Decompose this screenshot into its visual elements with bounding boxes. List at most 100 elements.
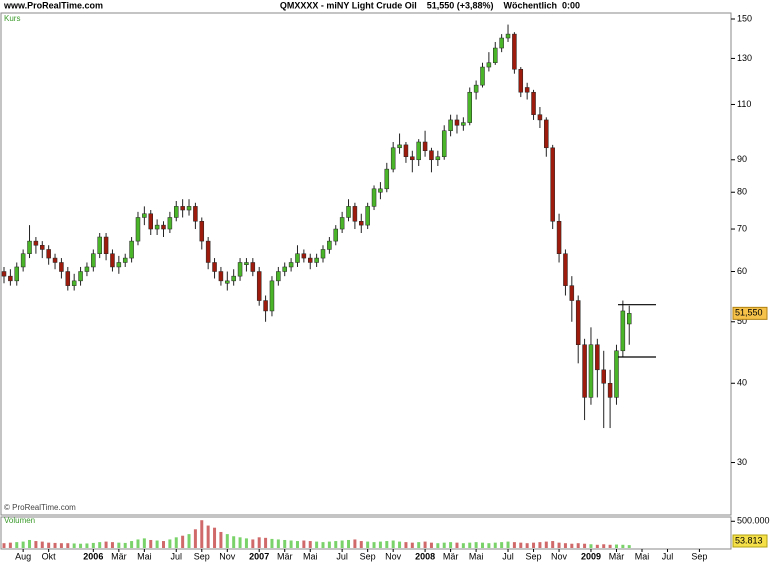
- volume-bar: [525, 543, 529, 548]
- candle-body: [269, 280, 275, 312]
- x-tick-label: Mai: [635, 551, 650, 561]
- x-tick-label: Mär: [277, 551, 293, 561]
- candle-body: [473, 84, 479, 93]
- candle-body: [295, 253, 300, 263]
- x-tick-label: Mär: [111, 551, 127, 561]
- x-tick-label: Sep: [691, 551, 707, 561]
- volume-bar: [232, 536, 236, 548]
- volume-bar: [283, 539, 287, 548]
- candle-body: [129, 240, 134, 259]
- volume-bar: [366, 541, 370, 548]
- volume-bar: [321, 542, 325, 548]
- candle-body: [550, 147, 555, 222]
- candle-body: [250, 262, 256, 272]
- volume-bar: [627, 545, 631, 548]
- volume-bar: [353, 539, 357, 548]
- volume-bar: [219, 531, 223, 548]
- candle-body: [595, 344, 600, 371]
- volume-bar: [200, 520, 204, 548]
- candle-body: [537, 114, 543, 121]
- volume-bar: [576, 543, 580, 548]
- y-tick-label: 60: [737, 266, 747, 276]
- volume-bar: [602, 544, 606, 548]
- volume-bar: [347, 539, 351, 548]
- x-tick-label: 2008: [415, 551, 435, 561]
- x-tick-label: Mai: [303, 551, 318, 561]
- y2-tick-label: 500.000: [737, 516, 770, 526]
- volume-bar: [570, 543, 574, 548]
- candle-body: [524, 87, 530, 93]
- candle-body: [339, 217, 345, 230]
- candle-body: [46, 249, 51, 259]
- candle-body: [352, 206, 358, 222]
- candle-body: [103, 236, 109, 254]
- price-panel: [0, 12, 732, 516]
- candle-body: [116, 262, 122, 268]
- volume-bar: [244, 538, 248, 548]
- x-tick-label: Mai: [469, 551, 484, 561]
- x-tick-label: Jul: [171, 551, 183, 561]
- candle-body: [448, 119, 453, 131]
- candle-body: [531, 91, 536, 115]
- candle-body: [212, 262, 217, 272]
- volume-panel: [0, 516, 732, 550]
- candle-body: [384, 168, 390, 190]
- volume-bar: [117, 542, 121, 548]
- candle-body: [110, 253, 115, 268]
- candle-body: [435, 156, 441, 161]
- candle-body: [33, 240, 39, 246]
- candle-body: [91, 253, 96, 268]
- candle-body: [371, 188, 377, 207]
- candle-body: [8, 275, 13, 282]
- candle-body: [607, 383, 613, 398]
- volume-bar: [21, 541, 25, 548]
- volume-bar: [238, 537, 242, 548]
- candle-body: [346, 206, 351, 218]
- candle-body: [161, 224, 166, 230]
- volume-bar: [404, 542, 408, 548]
- candle-body: [563, 253, 568, 286]
- volume-bar: [155, 540, 159, 548]
- volume-bar: [429, 542, 433, 548]
- x-tick-label: Sep: [526, 551, 542, 561]
- x-tick-label: Jul: [662, 551, 674, 561]
- volume-bar: [276, 539, 280, 548]
- candle-body: [416, 141, 421, 161]
- volume-bar: [563, 543, 567, 548]
- y-tick-label: 70: [737, 223, 747, 233]
- candle-body: [441, 130, 447, 157]
- volume-bar: [359, 541, 363, 548]
- candle-body: [461, 122, 466, 126]
- volume-bar: [181, 535, 185, 548]
- candle-body: [505, 33, 511, 39]
- candle-body: [288, 262, 294, 268]
- volume-bar: [302, 540, 306, 548]
- last-volume-box: [732, 534, 768, 548]
- candle-body: [359, 221, 364, 226]
- candle-body: [307, 257, 313, 263]
- candle-body: [626, 313, 632, 325]
- x-tick-label: Mär: [609, 551, 625, 561]
- candle-body: [575, 300, 581, 345]
- candle-body: [365, 206, 370, 226]
- volume-bar: [519, 542, 523, 548]
- volume-bar: [130, 541, 134, 548]
- volume-bar: [225, 534, 229, 548]
- volume-bar: [136, 539, 140, 548]
- candle-body: [180, 206, 185, 211]
- candle-body: [569, 285, 575, 301]
- x-tick-label: Jul: [336, 551, 348, 561]
- candle-body: [429, 150, 434, 161]
- y-tick-label: 110: [737, 99, 751, 109]
- candle-body: [556, 221, 562, 254]
- volume-bar: [468, 542, 472, 548]
- candle-body: [378, 188, 383, 193]
- volume-bar: [40, 541, 44, 548]
- volume-bar: [512, 542, 516, 548]
- volume-bar: [66, 543, 70, 548]
- candle-body: [231, 275, 236, 282]
- volume-bar: [206, 525, 210, 548]
- x-tick-label: Mai: [137, 551, 152, 561]
- volume-bar: [315, 541, 319, 548]
- x-tick-label: Mär: [443, 551, 459, 561]
